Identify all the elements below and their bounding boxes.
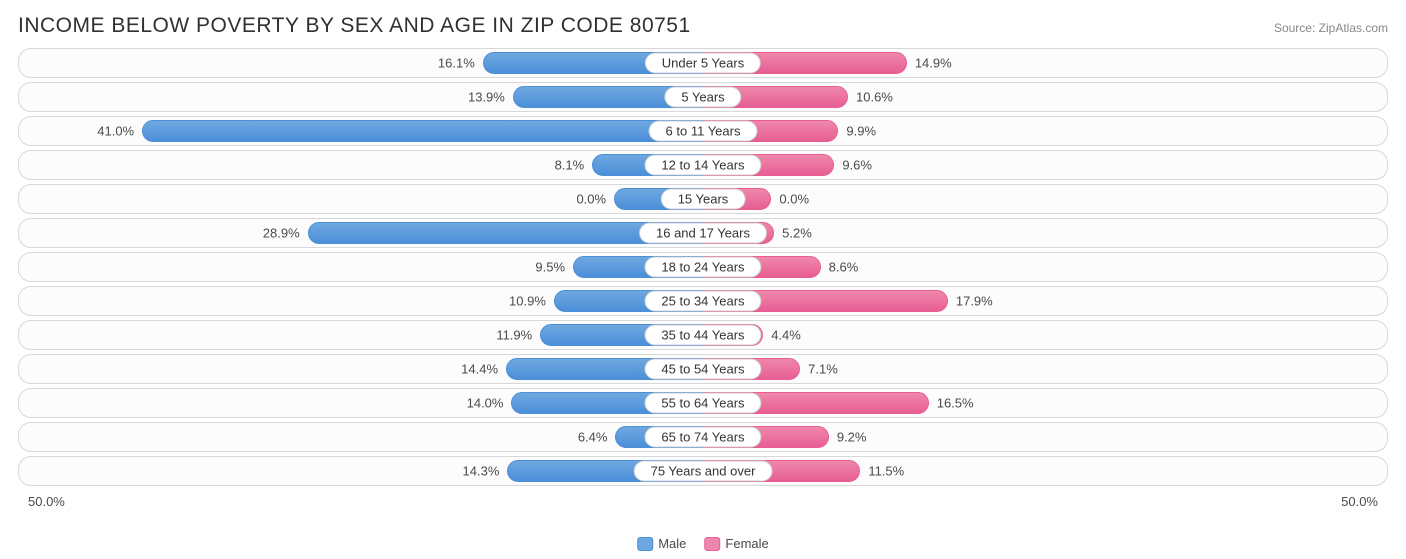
chart-row: 28.9% 5.2% 16 and 17 Years [18,218,1388,248]
legend-female-label: Female [725,536,768,551]
chart-row: 14.0% 16.5% 55 to 64 Years [18,388,1388,418]
chart-row: 41.0% 9.9% 6 to 11 Years [18,116,1388,146]
male-value-label: 14.4% [461,362,498,377]
male-value-label: 0.0% [576,192,606,207]
chart-row: 16.1% 14.9% Under 5 Years [18,48,1388,78]
category-label: 15 Years [661,189,746,210]
female-value-label: 14.9% [915,56,952,71]
female-value-label: 10.6% [856,90,893,105]
male-value-label: 28.9% [263,226,300,241]
female-swatch-icon [704,537,720,551]
chart-row: 6.4% 9.2% 65 to 74 Years [18,422,1388,452]
male-value-label: 10.9% [509,294,546,309]
chart-row: 9.5% 8.6% 18 to 24 Years [18,252,1388,282]
chart-row: 10.9% 17.9% 25 to 34 Years [18,286,1388,316]
male-value-label: 13.9% [468,90,505,105]
category-label: 6 to 11 Years [649,121,758,142]
chart-row: 8.1% 9.6% 12 to 14 Years [18,150,1388,180]
female-value-label: 8.6% [829,260,859,275]
category-label: 55 to 64 Years [644,393,761,414]
female-value-label: 9.9% [846,124,876,139]
category-label: 12 to 14 Years [644,155,761,176]
female-value-label: 9.6% [842,158,872,173]
female-value-label: 0.0% [779,192,809,207]
axis-right-max: 50.0% [1341,494,1378,509]
male-value-label: 41.0% [97,124,134,139]
category-label: 75 Years and over [634,461,773,482]
female-value-label: 4.4% [771,328,801,343]
female-value-label: 5.2% [782,226,812,241]
chart-row: 14.3% 11.5% 75 Years and over [18,456,1388,486]
female-value-label: 17.9% [956,294,993,309]
axis-labels: 50.0% 50.0% [18,490,1388,509]
category-label: 65 to 74 Years [644,427,761,448]
male-value-label: 11.9% [496,328,532,343]
female-value-label: 9.2% [837,430,867,445]
male-value-label: 8.1% [555,158,585,173]
category-label: 16 and 17 Years [639,223,767,244]
chart-row: 11.9% 4.4% 35 to 44 Years [18,320,1388,350]
female-value-label: 16.5% [937,396,974,411]
axis-left-max: 50.0% [28,494,65,509]
legend-female: Female [704,536,768,551]
category-label: 25 to 34 Years [644,291,761,312]
male-bar [142,120,703,142]
legend-male-label: Male [658,536,686,551]
female-value-label: 11.5% [868,464,904,479]
male-value-label: 14.0% [467,396,504,411]
category-label: 45 to 54 Years [644,359,761,380]
chart-row: 0.0% 0.0% 15 Years [18,184,1388,214]
chart-row: 14.4% 7.1% 45 to 54 Years [18,354,1388,384]
legend: Male Female [637,536,769,551]
diverging-bar-chart: 16.1% 14.9% Under 5 Years 13.9% 10.6% 5 Years… [18,48,1388,486]
male-value-label: 14.3% [463,464,500,479]
source-attribution: Source: ZipAtlas.com [1274,21,1388,35]
male-value-label: 16.1% [438,56,475,71]
legend-male: Male [637,536,686,551]
male-swatch-icon [637,537,653,551]
category-label: 35 to 44 Years [644,325,761,346]
male-value-label: 9.5% [535,260,565,275]
category-label: 5 Years [664,87,741,108]
male-value-label: 6.4% [578,430,608,445]
chart-title: INCOME BELOW POVERTY BY SEX AND AGE IN Z… [18,14,691,38]
chart-row: 13.9% 10.6% 5 Years [18,82,1388,112]
category-label: 18 to 24 Years [644,257,761,278]
female-value-label: 7.1% [808,362,838,377]
category-label: Under 5 Years [645,53,761,74]
